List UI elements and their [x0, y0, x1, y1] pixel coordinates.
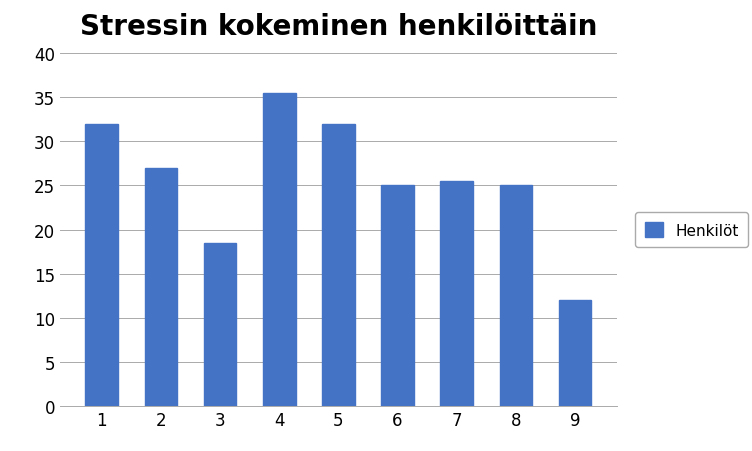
Bar — [559, 300, 591, 406]
Bar — [263, 94, 296, 406]
Bar — [441, 182, 473, 406]
Legend: Henkilöt: Henkilöt — [635, 213, 747, 247]
Bar — [204, 243, 236, 406]
Bar — [381, 186, 414, 406]
Bar — [86, 124, 118, 406]
Bar — [499, 186, 532, 406]
Bar — [144, 169, 177, 406]
Title: Stressin kokeminen henkilöittäin: Stressin kokeminen henkilöittäin — [80, 13, 597, 41]
Bar — [322, 124, 355, 406]
